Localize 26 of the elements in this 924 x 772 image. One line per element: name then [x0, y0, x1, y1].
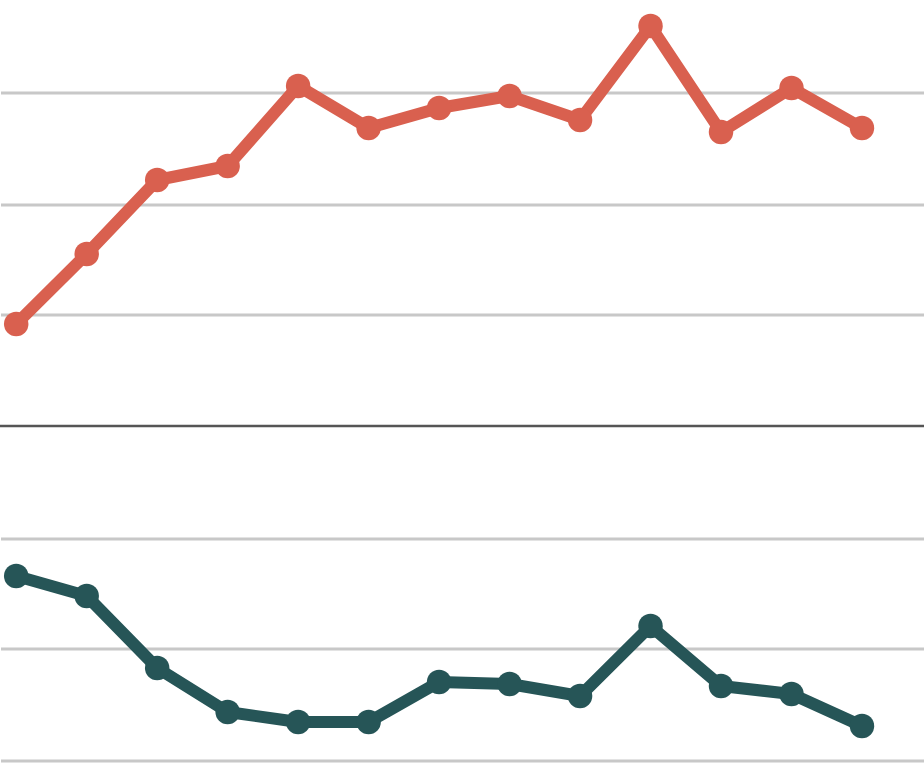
point — [144, 167, 170, 193]
point — [356, 709, 381, 735]
point — [779, 75, 804, 101]
point — [215, 699, 240, 725]
point — [3, 563, 29, 589]
point — [849, 115, 875, 141]
point — [356, 115, 381, 141]
point — [426, 95, 452, 121]
point — [708, 673, 734, 699]
point — [497, 671, 522, 697]
point — [144, 655, 170, 681]
point — [779, 681, 804, 707]
point — [74, 583, 99, 609]
point — [3, 311, 29, 337]
point — [285, 73, 311, 99]
point — [638, 613, 663, 639]
point — [215, 153, 240, 179]
point — [708, 119, 734, 145]
point — [426, 669, 452, 695]
point — [285, 709, 311, 735]
point — [497, 83, 522, 109]
point — [849, 713, 875, 739]
point — [567, 107, 593, 133]
point — [638, 13, 663, 39]
point — [74, 241, 99, 267]
point — [567, 683, 593, 709]
